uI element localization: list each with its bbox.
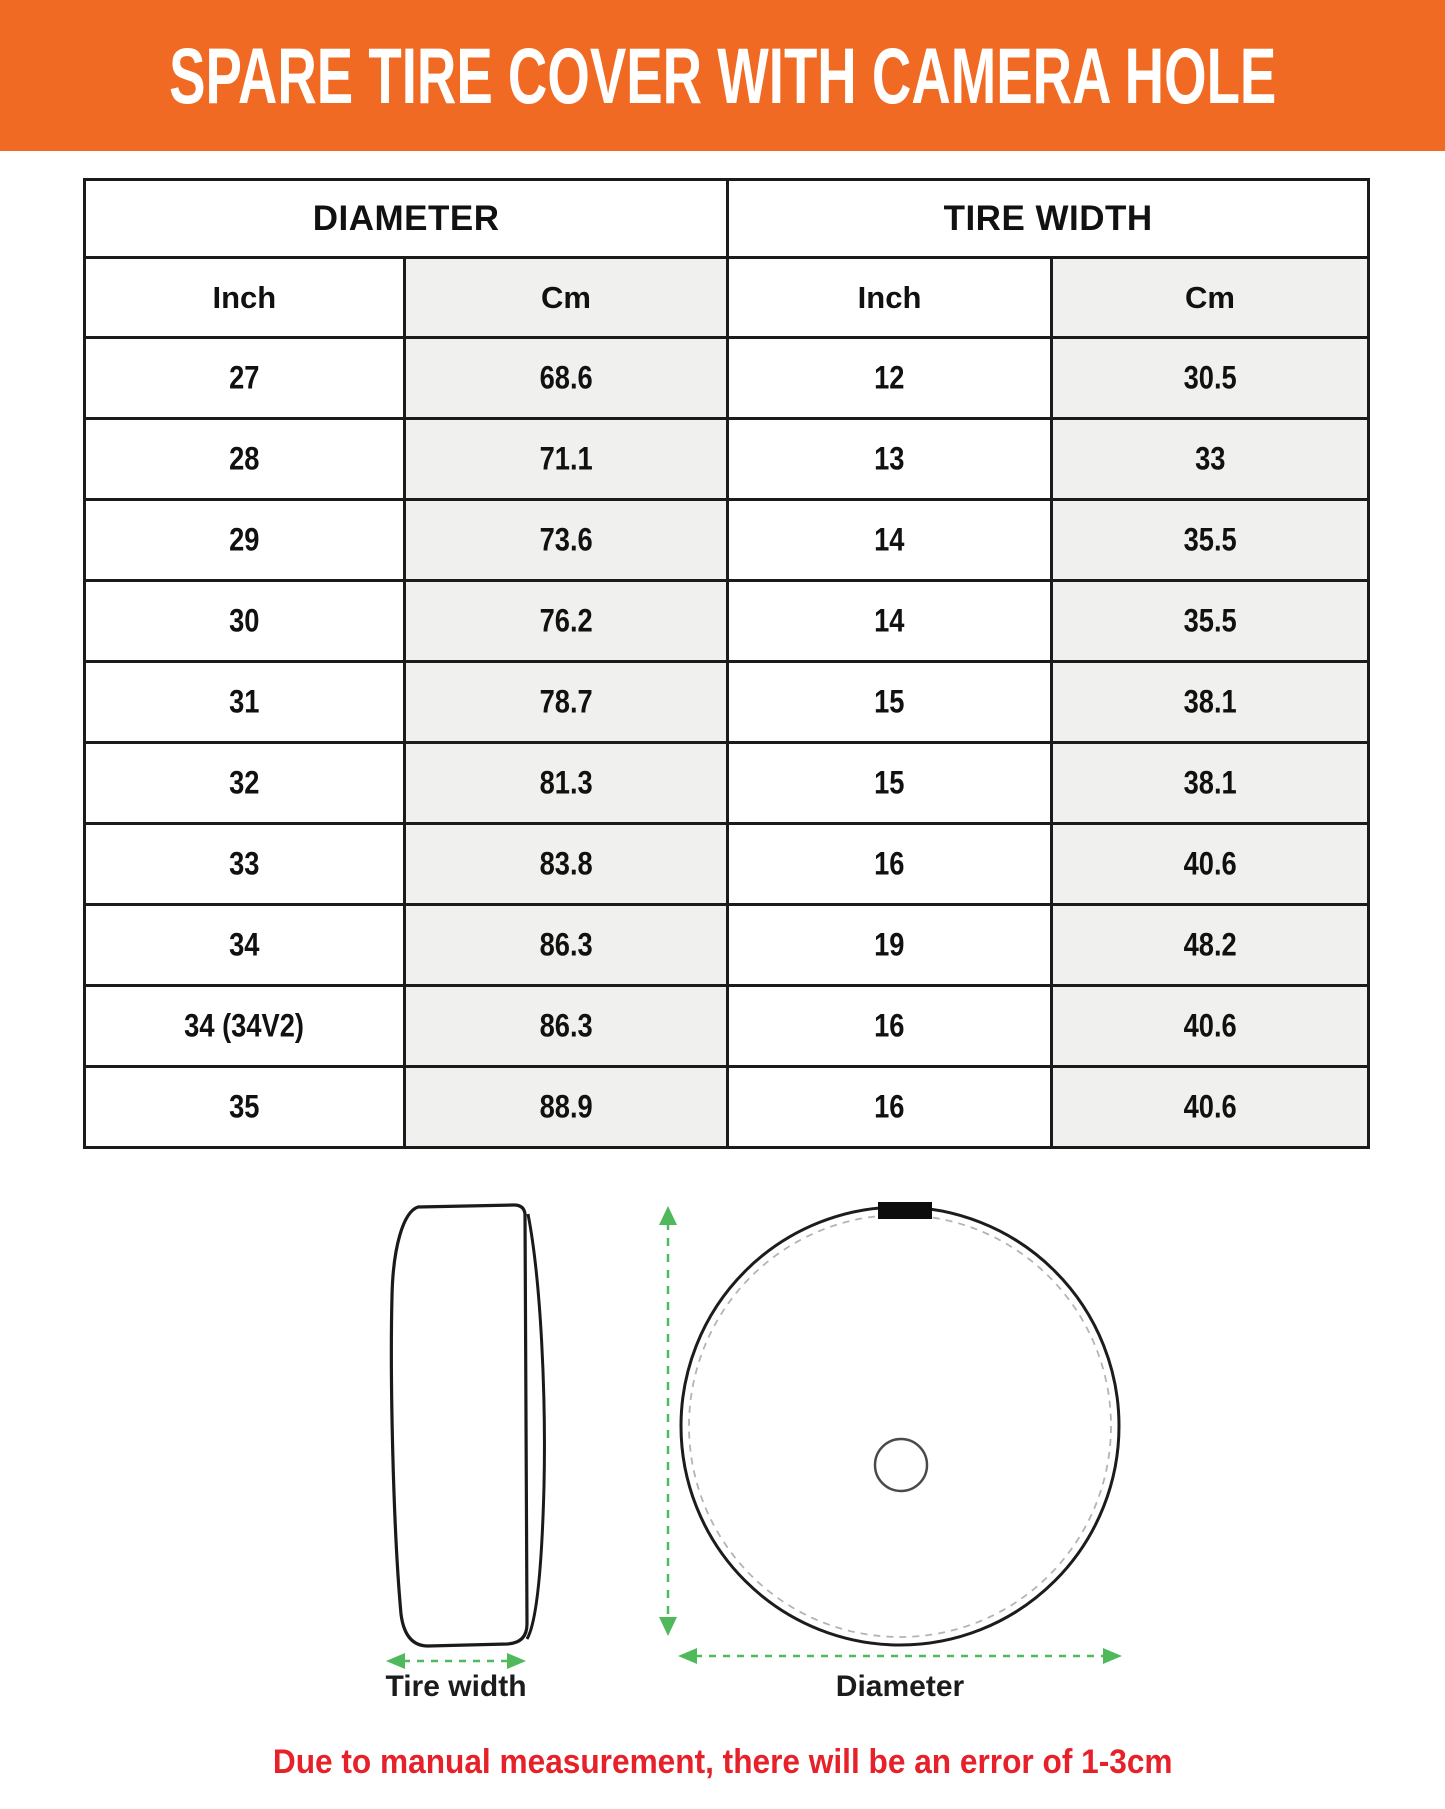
group-header-tire-width: TIRE WIDTH bbox=[726, 178, 1370, 259]
table-row: 31 78.7 15 38.1 bbox=[83, 660, 1371, 744]
table-row: 33 83.8 16 40.6 bbox=[83, 822, 1371, 906]
cell: 38.1 bbox=[1049, 741, 1371, 825]
cell: 16 bbox=[726, 984, 1053, 1068]
table-row: 32 81.3 15 38.1 bbox=[83, 741, 1371, 825]
cell: 73.6 bbox=[402, 498, 730, 582]
cell: 16 bbox=[726, 1065, 1053, 1149]
cell: 68.6 bbox=[402, 336, 730, 420]
tire-side-view bbox=[389, 1203, 546, 1648]
cell: 88.9 bbox=[402, 1065, 730, 1149]
banner: SPARE TIRE COVER WITH CAMERA HOLE bbox=[0, 0, 1445, 151]
cell: 86.3 bbox=[402, 984, 730, 1068]
size-table: DIAMETER TIRE WIDTH Inch Cm Inch Cm 27 6… bbox=[82, 178, 1371, 1149]
cell: 14 bbox=[726, 579, 1053, 663]
cell: 15 bbox=[726, 741, 1053, 825]
cell: 31 bbox=[83, 660, 406, 744]
top-notch bbox=[878, 1202, 932, 1219]
note-text: Due to manual measurement, there will be… bbox=[272, 1742, 1173, 1782]
cell: 12 bbox=[726, 336, 1053, 420]
cell: 34 bbox=[83, 903, 406, 987]
diameter-vertical-arrow-icon bbox=[659, 1206, 677, 1636]
cell: 19 bbox=[726, 903, 1053, 987]
cell: 83.8 bbox=[402, 822, 730, 906]
cell: 35.5 bbox=[1049, 498, 1371, 582]
cell: 40.6 bbox=[1049, 822, 1371, 906]
cell: 15 bbox=[726, 660, 1053, 744]
cell: 35.5 bbox=[1049, 579, 1371, 663]
col-header-width-inch: Inch bbox=[726, 256, 1053, 339]
diameter-arrow-icon bbox=[678, 1648, 1122, 1664]
cell: 32 bbox=[83, 741, 406, 825]
cell: 71.1 bbox=[402, 417, 730, 501]
cell: 29 bbox=[83, 498, 406, 582]
group-header-diameter: DIAMETER bbox=[82, 178, 730, 259]
tire-width-arrow-icon bbox=[386, 1653, 526, 1669]
tire-width-label: Tire width bbox=[385, 1670, 527, 1703]
cell: 35 bbox=[83, 1065, 406, 1149]
cell: 27 bbox=[83, 336, 406, 420]
cell: 33 bbox=[1049, 417, 1371, 501]
table-row: 27 68.6 12 30.5 bbox=[83, 336, 1371, 420]
col-header-diameter-cm: Cm bbox=[402, 256, 730, 339]
tire-front-view bbox=[679, 1202, 1121, 1647]
cell: 78.7 bbox=[402, 660, 730, 744]
group-header-row: DIAMETER TIRE WIDTH bbox=[82, 178, 1370, 259]
diameter-label: Diameter bbox=[835, 1670, 965, 1703]
cell: 34 (34V2) bbox=[83, 984, 406, 1068]
col-header-diameter-inch: Inch bbox=[83, 256, 406, 339]
col-header-width-cm: Cm bbox=[1049, 256, 1371, 339]
cell: 33 bbox=[83, 822, 406, 906]
cell: 40.6 bbox=[1049, 984, 1371, 1068]
page-title: SPARE TIRE COVER WITH CAMERA HOLE bbox=[168, 31, 1277, 120]
table-row: 34 (34V2) 86.3 16 40.6 bbox=[83, 984, 1371, 1068]
cell: 28 bbox=[83, 417, 406, 501]
cell: 30.5 bbox=[1049, 336, 1371, 420]
cell: 86.3 bbox=[402, 903, 730, 987]
measurement-note: Due to manual measurement, there will be… bbox=[0, 1743, 1445, 1782]
cell: 38.1 bbox=[1049, 660, 1371, 744]
column-header-row: Inch Cm Inch Cm bbox=[83, 256, 1371, 339]
camera-hole bbox=[873, 1437, 929, 1493]
cell: 14 bbox=[726, 498, 1053, 582]
cell: 81.3 bbox=[402, 741, 730, 825]
cell: 16 bbox=[726, 822, 1053, 906]
cell: 13 bbox=[726, 417, 1053, 501]
measurement-diagram: Tire width Diameter bbox=[0, 1190, 1445, 1730]
table-row: 35 88.9 16 40.6 bbox=[83, 1065, 1371, 1149]
table-row: 29 73.6 14 35.5 bbox=[83, 498, 1371, 582]
table-row: 30 76.2 14 35.5 bbox=[83, 579, 1371, 663]
cell: 48.2 bbox=[1049, 903, 1371, 987]
cell: 40.6 bbox=[1049, 1065, 1371, 1149]
table-row: 28 71.1 13 33 bbox=[83, 417, 1371, 501]
cell: 30 bbox=[83, 579, 406, 663]
table-row: 34 86.3 19 48.2 bbox=[83, 903, 1371, 987]
cell: 76.2 bbox=[402, 579, 730, 663]
